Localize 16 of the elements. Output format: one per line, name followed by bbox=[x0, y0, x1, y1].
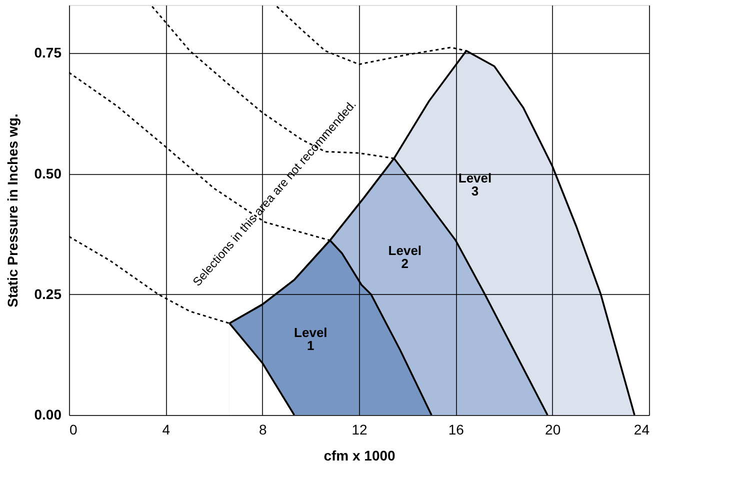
x-tick-label: 4 bbox=[162, 422, 170, 438]
y-tick-label: 0.00 bbox=[34, 406, 62, 422]
x-tick-label: 20 bbox=[545, 422, 561, 438]
y-axis-title: Static Pressure in Inches wg. bbox=[4, 114, 20, 308]
x-tick-label: 24 bbox=[634, 422, 650, 438]
x-tick-label: 16 bbox=[448, 422, 464, 438]
annotation: Level 3 bbox=[458, 170, 492, 199]
y-tick-label: 0.50 bbox=[34, 165, 62, 182]
annotation: Level 1 bbox=[294, 325, 328, 353]
x-tick-label: 8 bbox=[258, 422, 267, 438]
x-tick-label: 12 bbox=[352, 422, 368, 438]
y-tick-label: 0.25 bbox=[34, 286, 62, 302]
x-axis-title: cfm x 1000 bbox=[324, 448, 396, 464]
annotation: Level 2 bbox=[388, 243, 422, 271]
y-tick-label: 0.75 bbox=[34, 44, 62, 61]
x-tick-label: 0 bbox=[70, 422, 78, 438]
